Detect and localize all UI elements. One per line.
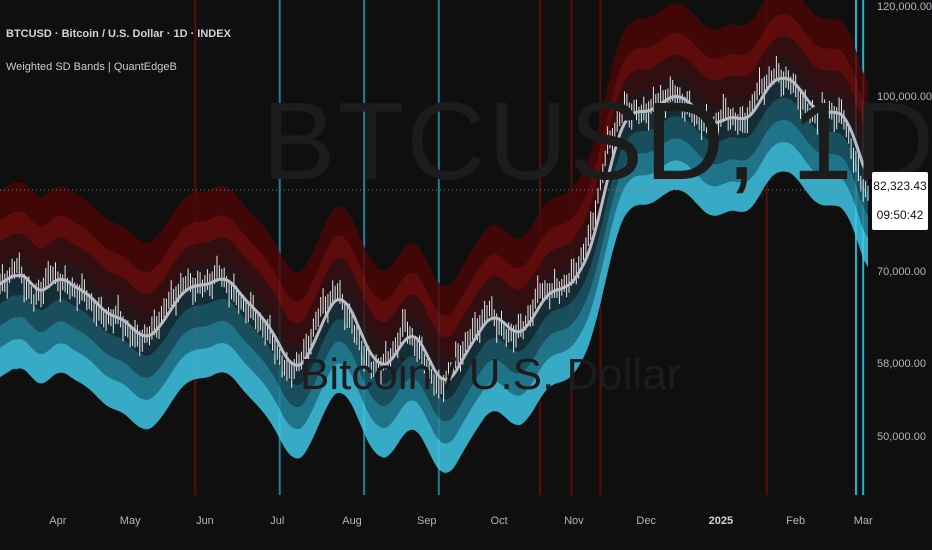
time-tick: Nov	[564, 515, 584, 527]
price-tick: 58,000.00	[877, 357, 926, 370]
last-price-value: 82,323.43	[873, 179, 927, 193]
bar-countdown: 09:50:42	[876, 208, 924, 222]
price-tick: 70,000.00	[877, 265, 926, 278]
symbol-title[interactable]: BTCUSD · Bitcoin / U.S. Dollar · 1D · IN…	[6, 28, 231, 40]
last-price-label: 82,323.43 09:50:42	[872, 172, 928, 230]
time-tick: Dec	[636, 515, 656, 527]
time-tick: Feb	[786, 515, 806, 527]
time-tick: 2025	[708, 515, 734, 527]
time-tick: Aug	[342, 515, 362, 527]
price-tick: 50,000.00	[877, 430, 926, 443]
time-tick: Jun	[196, 515, 214, 527]
time-tick: Mar	[853, 515, 873, 527]
time-tick: Jul	[270, 515, 285, 527]
price-tick: 120,000.00	[877, 1, 932, 14]
time-tick: Sep	[416, 515, 437, 527]
time-tick: Oct	[490, 515, 508, 527]
time-tick: Apr	[49, 515, 67, 527]
chart-watermark: BTCUSD, 1D	[262, 80, 932, 203]
time-tick: May	[119, 515, 141, 527]
price-tick: 100,000.00	[877, 90, 932, 103]
chart-watermark-sub: Bitcoin / U.S. Dollar	[300, 350, 682, 399]
indicator-title[interactable]: Weighted SD Bands | QuantEdgeB	[6, 61, 177, 73]
weighted-basis-line	[0, 76, 870, 382]
